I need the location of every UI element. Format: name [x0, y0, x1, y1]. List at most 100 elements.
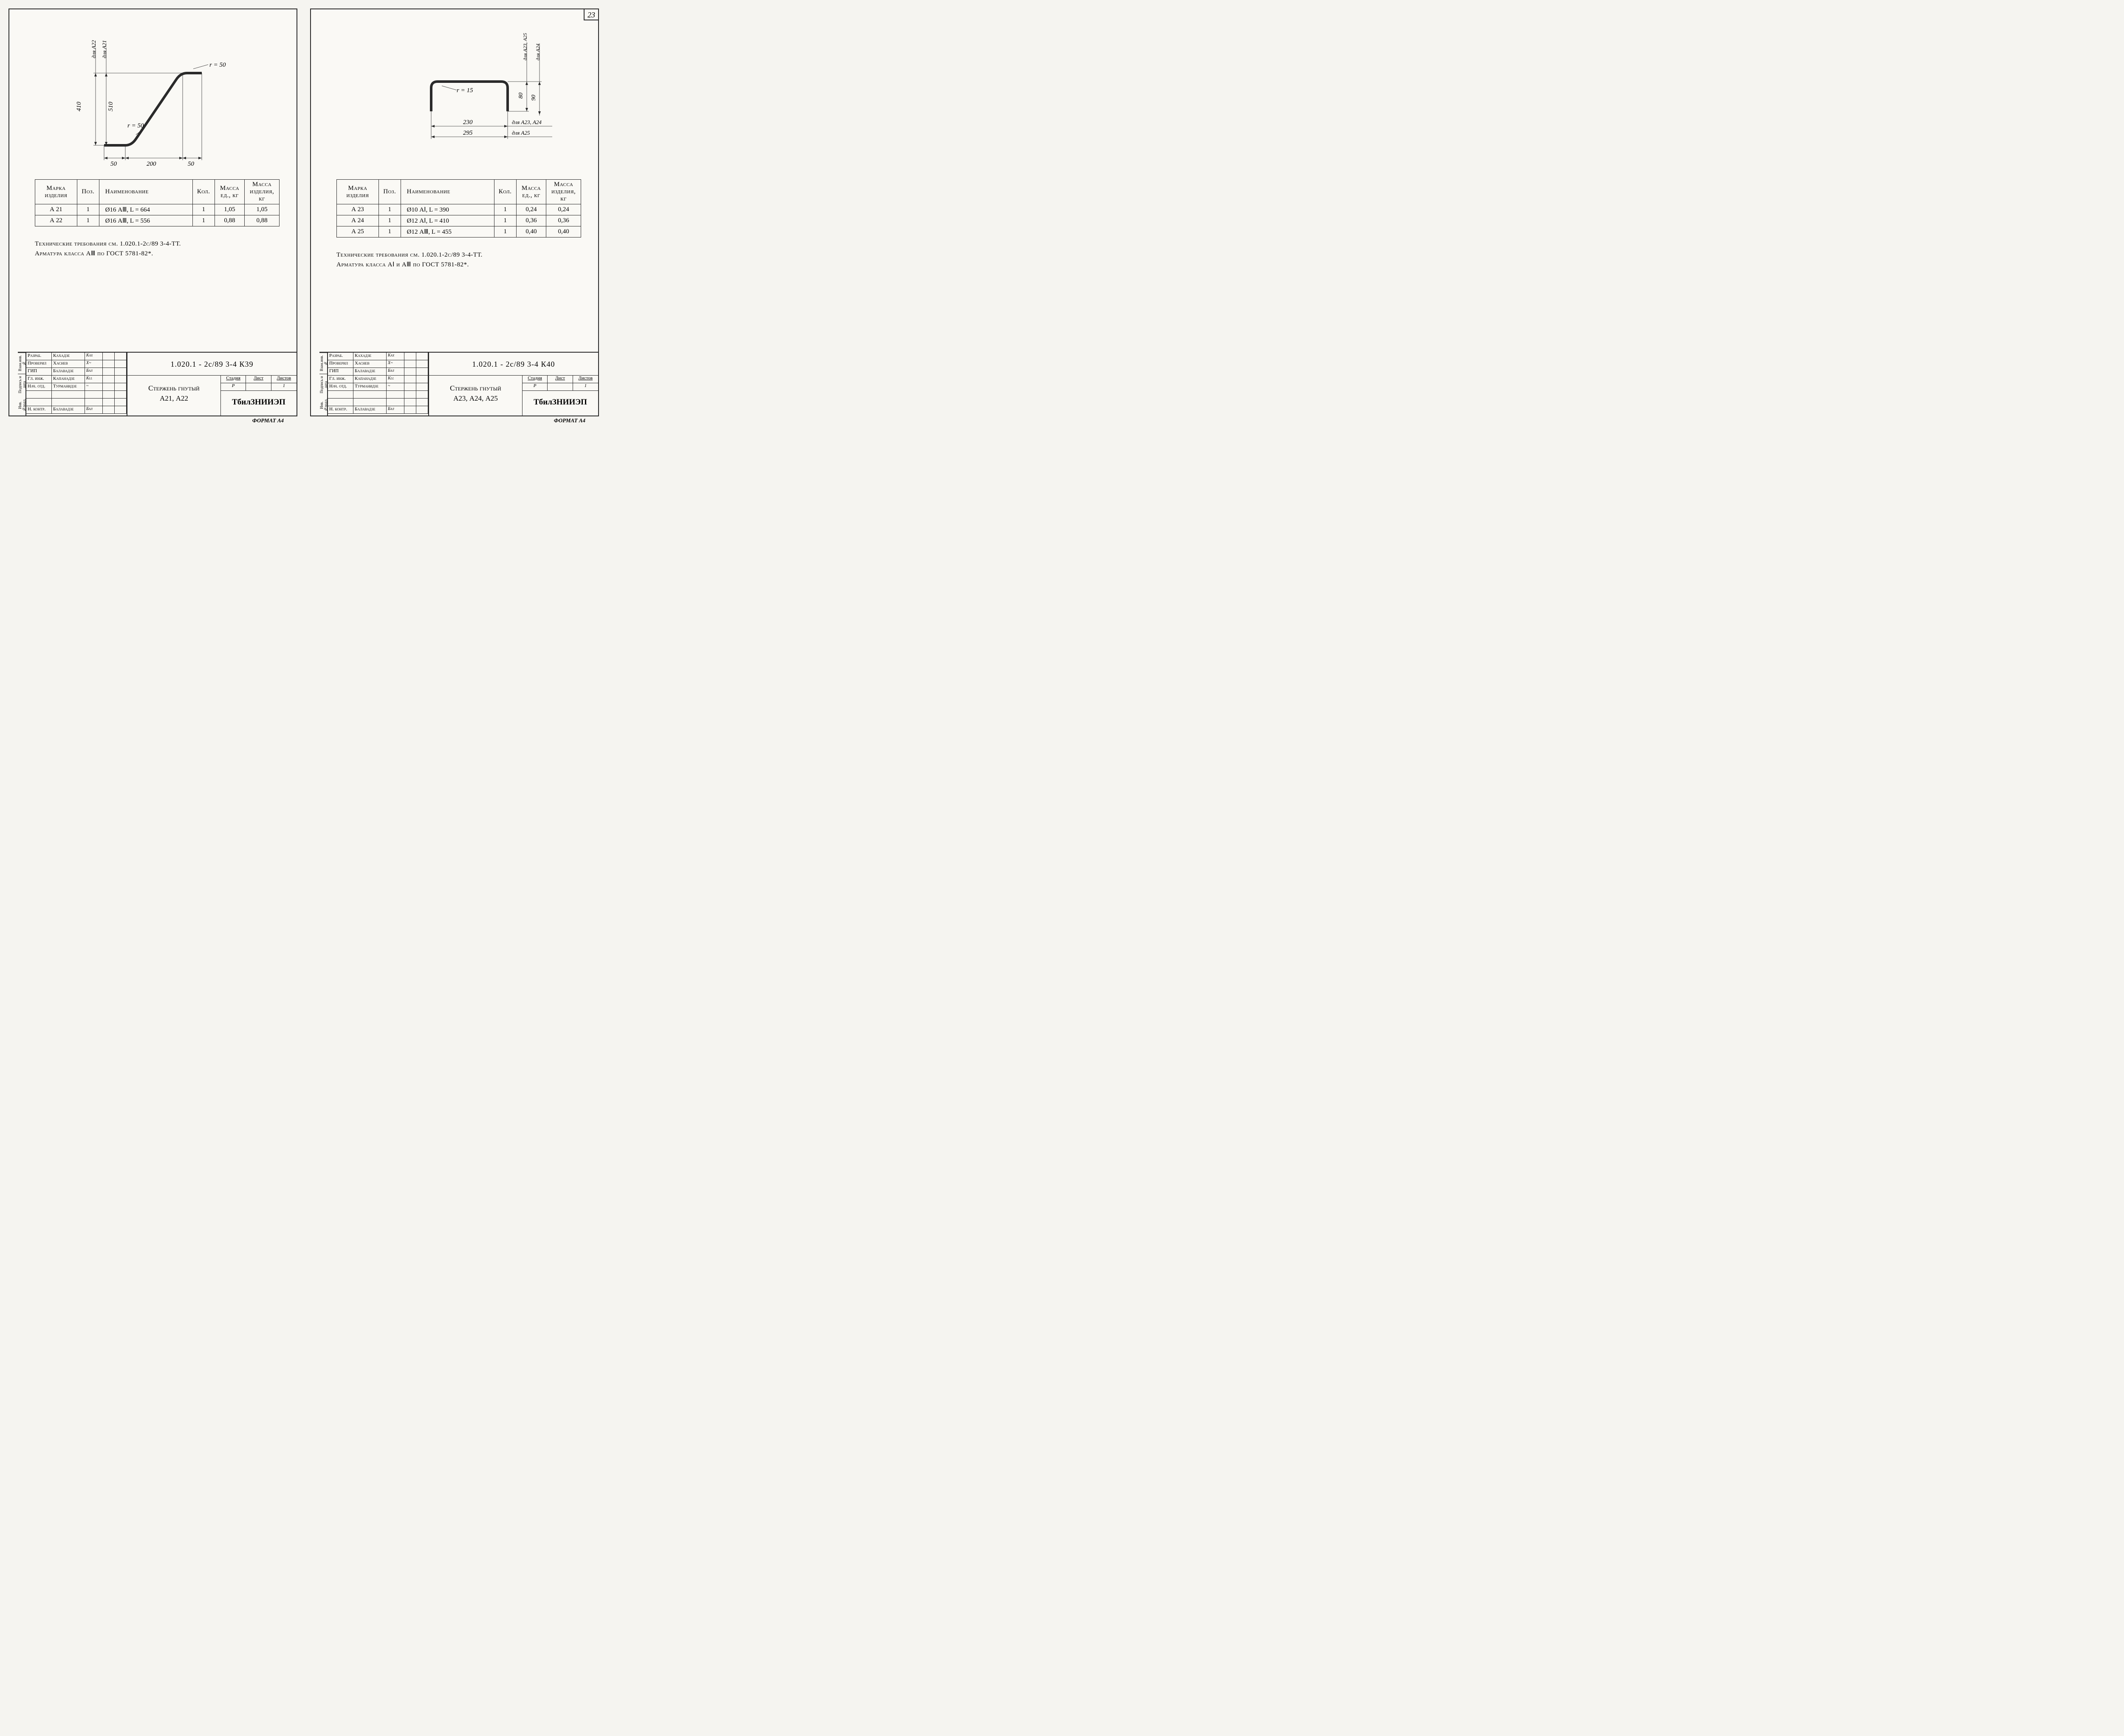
sheet-val — [548, 383, 573, 390]
cell: 1 — [77, 204, 99, 215]
dim-b3: 50 — [188, 161, 195, 167]
dim-h2: 510 — [107, 102, 114, 111]
th-mi: Масса изделия, кг — [546, 180, 581, 204]
part-name-l2: А23, А24, А25 — [453, 394, 498, 402]
part-name-l1: Стержень гнутый — [450, 384, 501, 392]
sign-blank — [404, 406, 416, 414]
dim-w1: 230 — [463, 119, 473, 126]
cell: А 25 — [337, 226, 379, 237]
cell: Ø12 АⅢ, L = 455 — [401, 226, 494, 237]
side-label: Взам.инв.№ — [319, 353, 327, 374]
sign-blank — [416, 353, 428, 360]
table-row: А 25 1 Ø12 АⅢ, L = 455 1 0,40 0,40 — [337, 226, 581, 237]
sign-role — [328, 399, 353, 406]
table-row: А 24 1 Ø12 АⅠ, L = 410 1 0,36 0,36 — [337, 215, 581, 226]
sign-name: Хаснев — [52, 360, 85, 368]
sign-blank — [115, 399, 127, 406]
cell: 0,36 — [516, 215, 546, 226]
side-strip: Взам.инв.№ Подпись и дата Инв.№подл. — [319, 353, 328, 416]
sign-signature: X~ — [85, 360, 103, 368]
th-name: Наименование — [99, 180, 192, 204]
sign-grid: Разраб.КахадзеKaxПроверилХасневX~ГИПБала… — [328, 353, 429, 416]
th-qty: Кол. — [494, 180, 516, 204]
stage-val: Р — [523, 383, 548, 390]
cell: 0,24 — [516, 204, 546, 215]
cell: 0,88 — [245, 215, 280, 226]
sign-role: Н. контр. — [328, 406, 353, 414]
sign-blank — [115, 368, 127, 376]
sign-signature: Kax — [387, 353, 404, 360]
cell: Ø16 АⅢ, L = 556 — [99, 215, 192, 226]
table-row: А 21 1 Ø16 АⅢ, L = 664 1 1,05 1,05 — [35, 204, 280, 215]
sign-blank — [103, 368, 115, 376]
sign-signature: Бал — [387, 406, 404, 414]
stage-h: Стадия — [221, 376, 246, 383]
cell: 1,05 — [215, 204, 244, 215]
dim-w1-label: для А23, А24 — [512, 119, 542, 125]
sign-blank — [404, 376, 416, 383]
sign-name — [52, 391, 85, 399]
part-name: Стержень гнутый А23, А24, А25 — [429, 376, 523, 416]
organisation: ТбилЗНИИЭП — [523, 391, 598, 416]
sheet-k40: 23 r — [310, 8, 599, 416]
sign-signature: Kll — [387, 376, 404, 383]
dim-w2: 295 — [463, 130, 473, 136]
dim-v2-label: для А24 — [535, 44, 541, 60]
sign-signature: Kax — [85, 353, 103, 360]
sheet-h: Лист — [246, 376, 271, 383]
table-row: А 23 1 Ø10 АⅠ, L = 390 1 0,24 0,24 — [337, 204, 581, 215]
sign-name: Хаснев — [353, 360, 387, 368]
sign-blank — [115, 383, 127, 391]
dim-h2-label: для А21 — [101, 40, 107, 58]
cell: Ø16 АⅢ, L = 664 — [99, 204, 192, 215]
sign-blank — [103, 360, 115, 368]
stage-val: Р — [221, 383, 246, 390]
sheet-h: Лист — [548, 376, 573, 383]
cell: 0,88 — [215, 215, 244, 226]
sheets-h: Листов — [573, 376, 598, 383]
sign-role: Нач. отд. — [328, 383, 353, 391]
cell: А 21 — [35, 204, 77, 215]
tech-notes: Технические требования см. 1.020.1-2с/89… — [328, 242, 590, 274]
drawing-z-rod: 410 510 для А22 для А21 50 200 50 r = 50… — [26, 18, 288, 175]
stage-h: Стадия — [523, 376, 548, 383]
sign-name: Балавадзе — [353, 368, 387, 376]
th-pos: Поз. — [378, 180, 401, 204]
cell: 0,40 — [546, 226, 581, 237]
organisation: ТбилЗНИИЭП — [221, 391, 297, 416]
cell: 1 — [494, 215, 516, 226]
dim-b2: 200 — [147, 161, 156, 167]
th-mu: Масса ед., кг — [516, 180, 546, 204]
sign-name: Турманидзе — [52, 383, 85, 391]
sign-name: Капанадзе — [52, 376, 85, 383]
sign-role: Гл. инж. — [26, 376, 52, 383]
cell: А 22 — [35, 215, 77, 226]
table-row: А 22 1 Ø16 АⅢ, L = 556 1 0,88 0,88 — [35, 215, 280, 226]
sheet-val — [246, 383, 271, 390]
spec-table: Марка изделия Поз. Наименование Кол. Мас… — [35, 179, 280, 226]
part-name-l1: Стержень гнутый — [148, 384, 200, 392]
sign-signature — [387, 399, 404, 406]
sign-signature: Kll — [85, 376, 103, 383]
main-title: 1.020.1 - 2с/89 3-4 К39 Стержень гнутый … — [127, 353, 297, 416]
sign-role: Проверил — [328, 360, 353, 368]
cell: 0,24 — [546, 204, 581, 215]
sign-blank — [103, 406, 115, 414]
cell: Ø10 АⅠ, L = 390 — [401, 204, 494, 215]
radius: r = 15 — [457, 87, 473, 94]
sign-blank — [103, 353, 115, 360]
dim-h1-label: для А22 — [90, 40, 97, 58]
sign-blank — [115, 360, 127, 368]
sign-role: Нач. отд. — [26, 383, 52, 391]
sign-name: Турманидзе — [353, 383, 387, 391]
sign-role — [328, 391, 353, 399]
th-qty: Кол. — [192, 180, 215, 204]
sign-signature — [85, 399, 103, 406]
cell: 1 — [494, 204, 516, 215]
note-line: Технические требования см. 1.020.1-2с/89… — [35, 239, 280, 249]
cell: 0,36 — [546, 215, 581, 226]
note-line: Технические требования см. 1.020.1-2с/89… — [336, 250, 581, 260]
sign-signature — [387, 391, 404, 399]
sheet-k39: 410 510 для А22 для А21 50 200 50 r = 50… — [8, 8, 297, 416]
sign-role — [26, 399, 52, 406]
